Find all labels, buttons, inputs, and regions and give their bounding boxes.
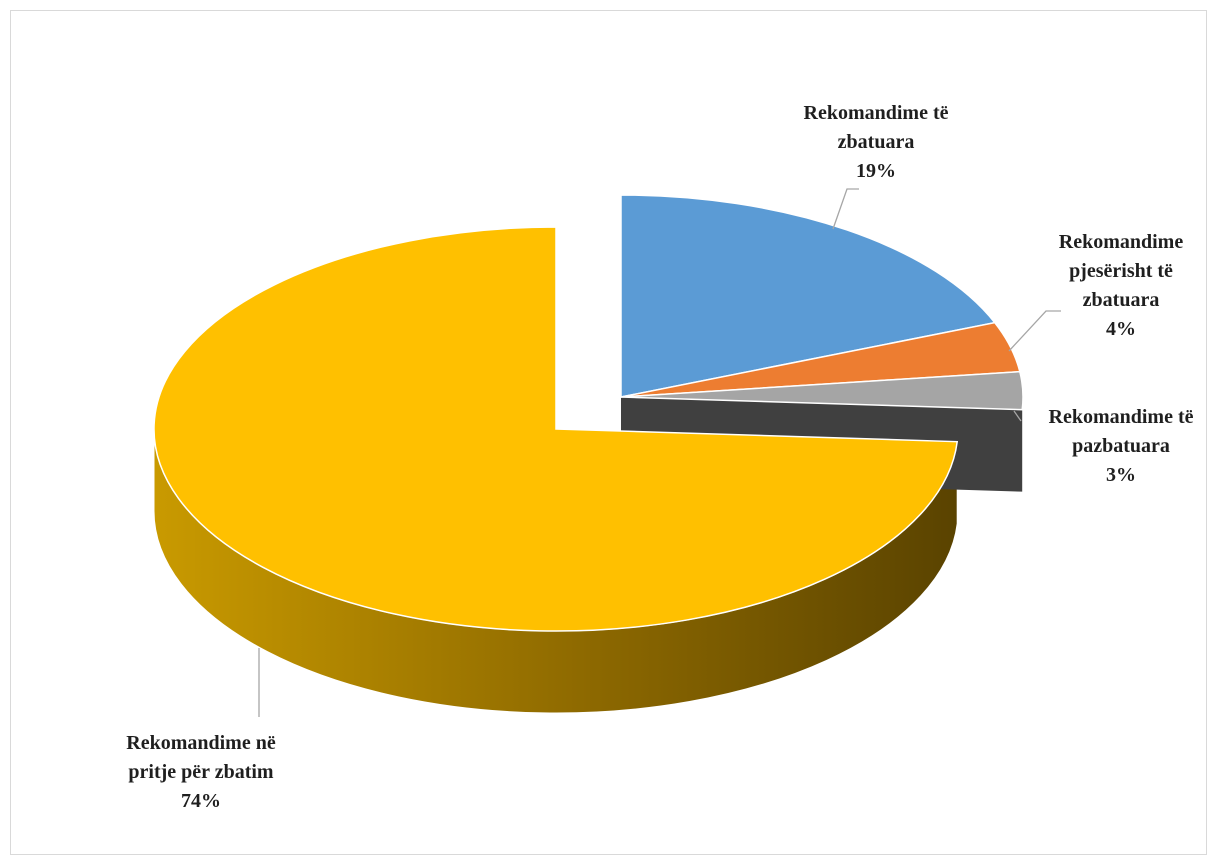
slice-label-pjeserisht-line3: zbatuara — [1082, 289, 1160, 311]
leader-line-pjeserisht — [1008, 310, 1061, 352]
slice-label-pjeserisht-line2: pjesërisht të — [1069, 260, 1173, 282]
slice-label-pazbatuara: Rekomandime të pazbatuara 3% — [1021, 403, 1206, 490]
slice-top-pazbatuara — [620, 370, 1024, 411]
slice-label-zbatuara-line2: zbatuara — [837, 131, 915, 153]
slice-top-pritje — [153, 226, 959, 632]
slice-label-pazbatuara-line1: Rekomandime të — [1048, 406, 1194, 428]
chart-area: Rekomandime të zbatuara 19% Rekomandime … — [10, 10, 1207, 855]
leader-line-zbatuara — [832, 188, 859, 230]
leader-line-pazbatuara — [1013, 410, 1022, 422]
slice-label-pjeserisht-line1: Rekomandime — [1058, 231, 1184, 253]
slice-top-zbatuara — [620, 194, 997, 398]
slice-label-zbatuara-line1: Rekomandime të — [803, 102, 949, 124]
slice-label-pazbatuara-line2: pazbatuara — [1072, 435, 1170, 457]
slice-label-pritje-line2: pritje për zbatim — [128, 761, 274, 783]
pie-chart — [153, 188, 1061, 717]
slice-value-pritje: 74% — [181, 790, 221, 812]
slice-label-zbatuara: Rekomandime të zbatuara 19% — [756, 99, 996, 186]
slice-label-pritje: Rekomandime në pritje për zbatim 74% — [81, 729, 321, 816]
slice-label-pritje-line1: Rekomandime në — [126, 732, 276, 754]
slice-value-pjeserisht: 4% — [1106, 318, 1136, 340]
slice-label-pjeserisht: Rekomandime pjesërisht të zbatuara 4% — [1016, 228, 1206, 344]
slice-value-pazbatuara: 3% — [1106, 464, 1136, 486]
slice-value-zbatuara: 19% — [856, 160, 896, 182]
